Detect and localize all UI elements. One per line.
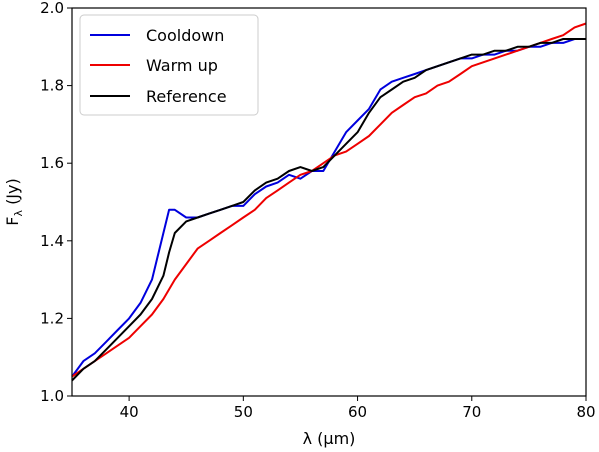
y-tick-label: 1.0 [40, 387, 64, 405]
legend-label-warm-up: Warm up [146, 56, 218, 75]
y-tick-label: 1.6 [40, 154, 64, 172]
legend-label-cooldown: Cooldown [146, 26, 224, 45]
series-line-reference [71, 38, 586, 382]
plot-frame [71, 7, 587, 397]
legend-label-reference: Reference [146, 87, 227, 106]
y-axis-label-unit: (Jy) [3, 178, 22, 210]
x-axis-label: λ (μm) [303, 429, 356, 448]
x-tick-label: 60 [348, 403, 367, 421]
y-axis-label: Fλ (Jy) [3, 178, 25, 225]
y-axis-label-subscript: λ [12, 210, 25, 217]
y-tick-label: 1.2 [40, 309, 64, 327]
x-tick-label: 50 [234, 403, 253, 421]
series-layer [71, 22, 587, 382]
legend-box [79, 14, 259, 116]
y-axis-label-main: F [3, 217, 22, 226]
ticks-layer: 40 50 60 70 80 1.0 1.2 1.4 1.6 1.8 2.0 [40, 0, 595, 421]
series-line-warm-up [71, 22, 587, 378]
series-line-cooldown [71, 38, 586, 378]
y-tick-label: 2.0 [40, 0, 64, 17]
y-tick-label: 1.8 [40, 77, 64, 95]
x-tick-label: 80 [576, 403, 595, 421]
y-tick-label: 1.4 [40, 232, 64, 250]
legend: Cooldown Warm up Reference [79, 14, 259, 116]
x-tick-label: 70 [462, 403, 481, 421]
x-tick-label: 40 [120, 403, 139, 421]
